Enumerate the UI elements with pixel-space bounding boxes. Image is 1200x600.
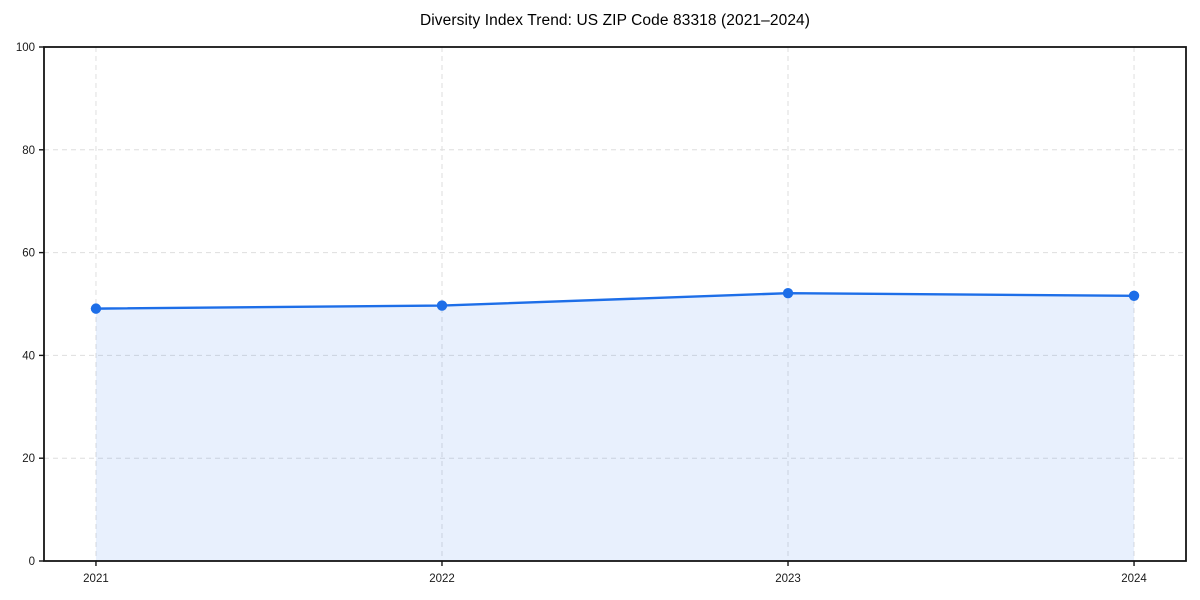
y-tick-label: 20 xyxy=(22,453,35,465)
x-tick-label: 2021 xyxy=(83,573,109,585)
trend-line xyxy=(94,292,1136,310)
x-tick-label: 2024 xyxy=(1121,573,1147,585)
y-tick-label: 100 xyxy=(16,42,35,54)
data-point xyxy=(782,288,794,299)
y-tick-label: 60 xyxy=(22,248,35,260)
y-tick-label: 80 xyxy=(22,145,35,157)
plot-border xyxy=(43,46,1187,562)
data-point xyxy=(90,303,102,314)
data-point xyxy=(436,300,448,311)
x-tick-label: 2022 xyxy=(429,573,455,585)
chart-title: Diversity Index Trend: US ZIP Code 83318… xyxy=(419,12,811,29)
y-tick-label: 0 xyxy=(29,556,35,568)
data-point xyxy=(1128,290,1140,301)
area-fill xyxy=(95,293,1135,561)
y-tick-label: 40 xyxy=(22,350,35,362)
x-tick-label: 2023 xyxy=(775,573,801,585)
